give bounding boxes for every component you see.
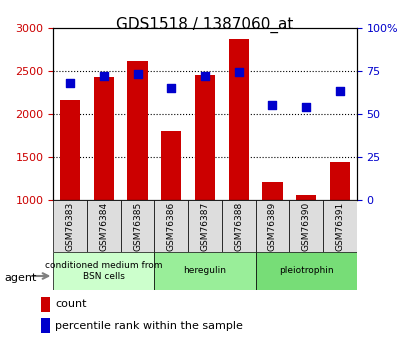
Bar xyxy=(127,61,147,200)
Point xyxy=(235,70,241,75)
Text: GSM76387: GSM76387 xyxy=(200,201,209,250)
FancyBboxPatch shape xyxy=(255,252,356,290)
Point xyxy=(134,71,141,77)
Point xyxy=(67,80,73,86)
Text: GSM76390: GSM76390 xyxy=(301,201,310,250)
Bar xyxy=(295,195,315,200)
Point xyxy=(201,73,208,79)
Bar xyxy=(60,100,80,200)
FancyBboxPatch shape xyxy=(289,200,322,252)
FancyBboxPatch shape xyxy=(53,252,154,290)
Point xyxy=(336,89,342,94)
Bar xyxy=(161,131,181,200)
FancyBboxPatch shape xyxy=(53,200,87,252)
Text: GDS1518 / 1387060_at: GDS1518 / 1387060_at xyxy=(116,17,293,33)
Bar xyxy=(41,318,49,333)
Text: GSM76385: GSM76385 xyxy=(133,201,142,250)
Text: heregulin: heregulin xyxy=(183,266,226,275)
FancyBboxPatch shape xyxy=(154,252,255,290)
Text: pleiotrophin: pleiotrophin xyxy=(278,266,333,275)
FancyBboxPatch shape xyxy=(120,200,154,252)
FancyBboxPatch shape xyxy=(221,200,255,252)
Text: conditioned medium from
BSN cells: conditioned medium from BSN cells xyxy=(45,261,162,280)
Point xyxy=(100,73,107,79)
Text: GSM76388: GSM76388 xyxy=(234,201,243,250)
Bar xyxy=(329,162,349,200)
FancyBboxPatch shape xyxy=(87,200,120,252)
Text: GSM76386: GSM76386 xyxy=(166,201,175,250)
FancyBboxPatch shape xyxy=(188,200,221,252)
FancyBboxPatch shape xyxy=(255,200,289,252)
Text: GSM76384: GSM76384 xyxy=(99,201,108,250)
Text: percentile rank within the sample: percentile rank within the sample xyxy=(55,321,242,331)
Point xyxy=(168,85,174,91)
Point xyxy=(268,102,275,108)
FancyBboxPatch shape xyxy=(154,200,188,252)
Text: count: count xyxy=(55,299,86,309)
Text: GSM76389: GSM76389 xyxy=(267,201,276,250)
Bar xyxy=(262,182,282,200)
FancyBboxPatch shape xyxy=(322,200,356,252)
Text: GSM76391: GSM76391 xyxy=(335,201,344,250)
Point xyxy=(302,104,309,110)
Text: agent: agent xyxy=(4,273,36,283)
Bar xyxy=(94,77,114,200)
Text: GSM76383: GSM76383 xyxy=(65,201,74,250)
Bar xyxy=(194,75,215,200)
Bar xyxy=(228,39,248,200)
Bar xyxy=(41,297,49,312)
